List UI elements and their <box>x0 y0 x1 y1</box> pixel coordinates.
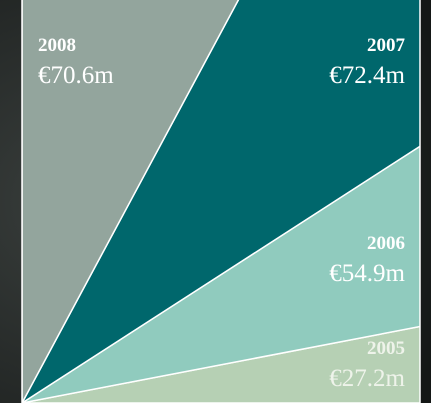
value-label: €70.6m <box>38 62 114 89</box>
wedge <box>22 0 240 403</box>
year-label: 2008 <box>38 35 76 56</box>
year-label: 2007 <box>367 35 406 56</box>
year-label: 2005 <box>367 338 405 359</box>
value-label: €27.2m <box>329 365 405 392</box>
year-label: 2006 <box>367 233 405 254</box>
panel-border <box>21 0 421 403</box>
wedges <box>22 0 420 403</box>
wedge <box>22 0 420 403</box>
value-label: €54.9m <box>329 260 405 287</box>
value-label: €72.4m <box>329 62 405 89</box>
labels: 2008 €70.6m 2007 €72.4m 2006 €54.9m 2005 €27.2m <box>38 35 406 392</box>
